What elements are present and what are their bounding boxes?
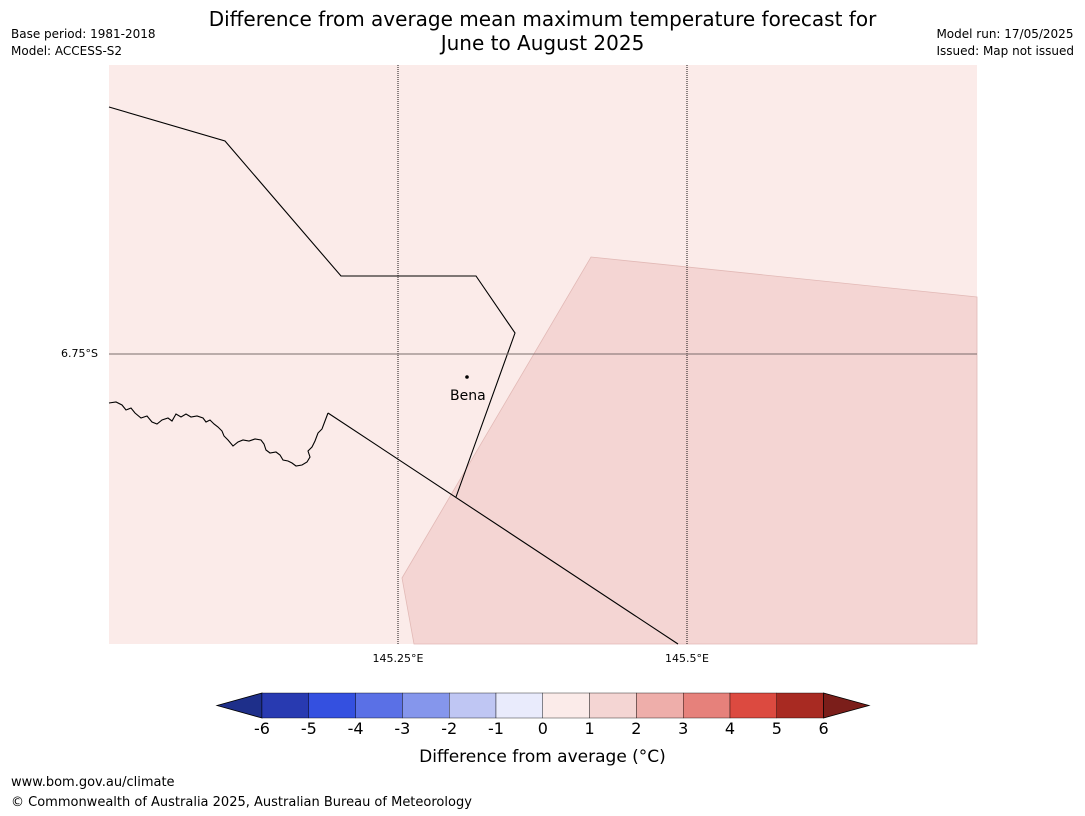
colorbar-tick-label: -5 [300,719,317,738]
latitude-label: 6.75°S [61,347,98,360]
place-label-bena: Bena [450,388,486,404]
colorbar-swatch [542,692,590,719]
issued-text: Issued: Map not issued [936,44,1074,58]
colorbar-tick-label: 0 [537,719,548,738]
colorbar-tick-label: 6 [818,719,829,738]
colorbar-extend-high [823,692,871,719]
colorbar-tick-label: 5 [771,719,782,738]
coastline [108,401,329,467]
model-text: Model: ACCESS-S2 [11,44,123,58]
province-boundary-south [327,412,679,645]
copyright-text: © Commonwealth of Australia 2025, Austra… [11,795,472,810]
longitude-label-145-25: 145.25°E [372,652,424,665]
colorbar-tick-label: 4 [724,719,736,738]
colorbar-swatch [776,692,824,719]
colorbar-swatch [355,692,403,719]
title-line-1: Difference from average mean maximum tem… [208,7,877,31]
colorbar-tick-label: -4 [347,719,364,738]
meta-left: Base period: 1981-2018 Model: ACCESS-S2 [11,26,156,60]
colorbar-label: Difference from average (°C) [419,747,666,767]
longitude-label-145-5: 145.5°E [665,652,709,665]
colorbar-swatch [402,692,450,719]
colorbar-swatch [589,692,637,719]
location-dot-icon [465,375,469,379]
colorbar-swatch [495,692,543,719]
page-title: Difference from average mean maximum tem… [0,7,1085,55]
colorbar-swatch [636,692,684,719]
colorbar-swatch [261,692,309,719]
colorbar-swatch [729,692,777,719]
colorbar-tick-label: -6 [254,719,270,738]
model-run-text: Model run: 17/05/2025 [936,27,1074,41]
title-line-2: June to August 2025 [440,31,645,55]
colorbar-swatch [449,692,497,719]
colorbar-tick-label: 3 [678,719,689,738]
meta-right: Model run: 17/05/2025 Issued: Map not is… [936,26,1074,60]
colorbar-tick-label: 2 [631,719,642,738]
colorbar-extend-low [215,692,263,719]
website-link[interactable]: www.bom.gov.au/climate [11,775,175,790]
colorbar-swatch [308,692,356,719]
colorbar-tick-label: 1 [584,719,595,738]
colorbar-tick-label: -2 [441,719,458,738]
province-boundary-north [108,106,516,498]
base-period-text: Base period: 1981-2018 [11,27,156,41]
colorbar-tick-label: -1 [488,719,504,738]
colorbar-tick-label: -3 [394,719,411,738]
colorbar-swatch [683,692,731,719]
